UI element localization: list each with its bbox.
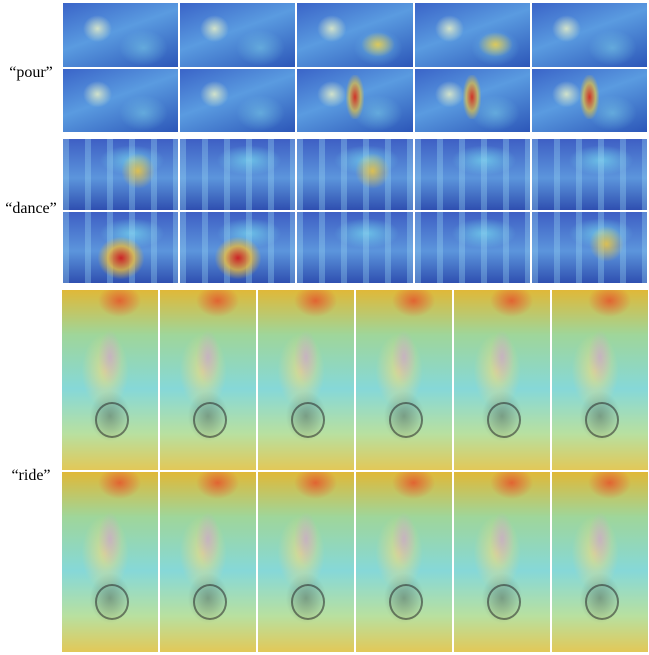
bicycle-wheel [192, 401, 228, 438]
rider-region [588, 511, 612, 566]
pour-frame [63, 68, 179, 132]
dance-frame [297, 212, 413, 283]
rider-region [392, 329, 416, 384]
dance-frame [531, 139, 647, 210]
pour-frame [414, 3, 530, 67]
ride-frame [356, 290, 452, 470]
pour-frame [297, 68, 413, 132]
rider-region [490, 511, 514, 566]
ride-frame [160, 472, 256, 652]
bicycle-wheel [388, 583, 424, 620]
dance-frame [414, 212, 530, 283]
bicycle-wheel [584, 401, 620, 438]
ride-frame [454, 472, 550, 652]
ride-frame [62, 290, 158, 470]
ride-frame [62, 472, 158, 652]
pour-frame [180, 3, 296, 67]
bicycle-wheel [290, 583, 326, 620]
bicycle-wheel [486, 583, 522, 620]
dance-frame [414, 139, 530, 210]
bicycle-wheel [94, 583, 130, 620]
bicycle-wheel [290, 401, 326, 438]
ride-frame [258, 290, 354, 470]
pour-frame [180, 68, 296, 132]
rider-region [588, 329, 612, 384]
bicycle-wheel [486, 401, 522, 438]
ride-frame [552, 290, 648, 470]
pour-frame [63, 3, 179, 67]
dance-frame [63, 212, 179, 283]
ride-frame [552, 472, 648, 652]
pour-frame [531, 68, 647, 132]
pour-heatmap-grid [63, 3, 647, 132]
ride-frame [356, 472, 452, 652]
ride-frame [258, 472, 354, 652]
rider-region [98, 329, 122, 384]
dance-heatmap-grid [63, 139, 647, 283]
dance-frame [63, 139, 179, 210]
ride-frame [454, 290, 550, 470]
rider-region [490, 329, 514, 384]
label-dance: “dance” [5, 200, 57, 217]
bicycle-wheel [192, 583, 228, 620]
bicycle-wheel [94, 401, 130, 438]
dance-frame [180, 139, 296, 210]
pour-frame [297, 3, 413, 67]
rider-region [294, 329, 318, 384]
dance-frame [180, 212, 296, 283]
rider-region [392, 511, 416, 566]
bicycle-wheel [584, 583, 620, 620]
label-pour: “pour” [9, 64, 53, 81]
dance-frame [531, 212, 647, 283]
rider-region [98, 511, 122, 566]
dance-frame [297, 139, 413, 210]
rider-region [196, 511, 220, 566]
pour-frame [414, 68, 530, 132]
rider-region [196, 329, 220, 384]
ride-heatmap-grid [62, 290, 648, 652]
pour-frame [531, 3, 647, 67]
bicycle-wheel [388, 401, 424, 438]
label-ride: “ride” [11, 467, 51, 484]
ride-frame [160, 290, 256, 470]
rider-region [294, 511, 318, 566]
